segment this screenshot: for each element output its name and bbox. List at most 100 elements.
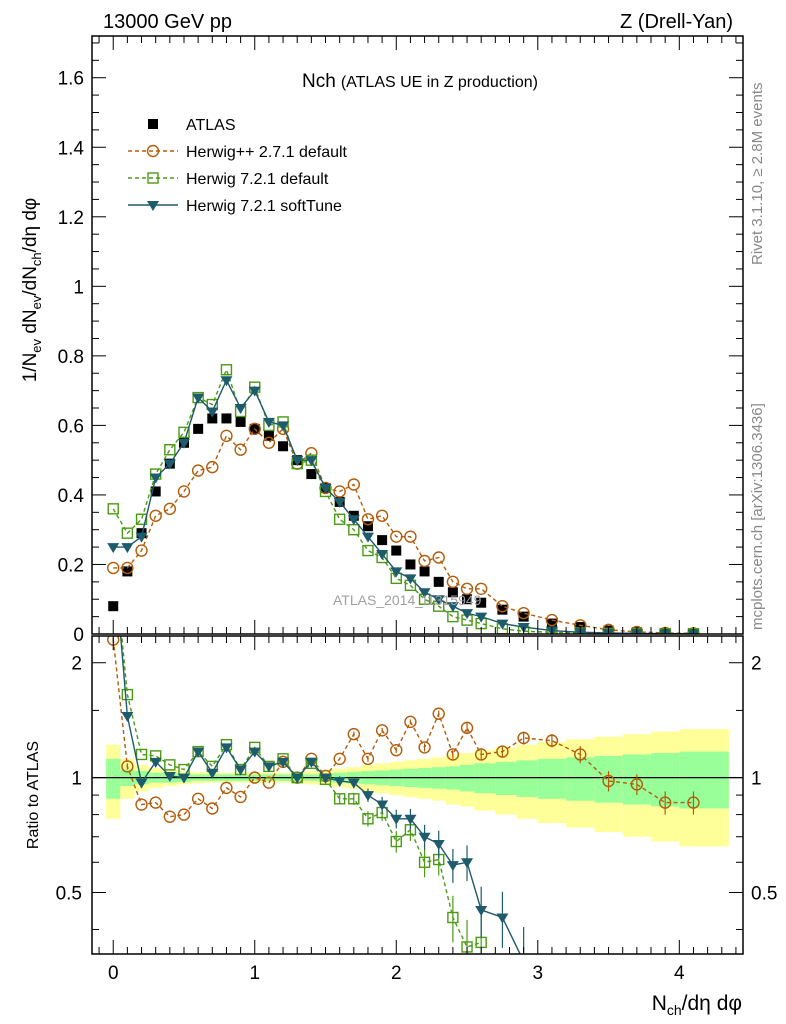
main-point-herwig-pp [206, 460, 219, 474]
main-point-atlas [263, 430, 274, 441]
main-point-herwig-softtune [475, 612, 488, 623]
main-point-herwig-pp [390, 530, 403, 543]
main-point-herwig-softtune [418, 588, 431, 599]
main-point-atlas [221, 413, 232, 424]
main-point-atlas [476, 597, 487, 608]
ratio-point-herwig-softtune [262, 762, 275, 773]
main-point-herwig-softtune [262, 417, 275, 428]
main-point-atlas [546, 618, 557, 629]
main-y-tick-label: 0.2 [58, 555, 84, 576]
main-point-atlas [193, 423, 204, 434]
ratio-point-herwig-pp [432, 707, 445, 720]
main-panel-frame [91, 35, 744, 635]
main-y-tick-label: 0 [73, 625, 84, 646]
main-point-herwig-softtune [305, 456, 318, 467]
main-point-herwig-softtune [135, 532, 148, 543]
ratio-point-herwig-softtune [461, 858, 474, 869]
ratio-point-herwig-default [135, 748, 148, 761]
ratio-point-herwig-softtune [248, 747, 261, 758]
ratio-point-herwig-pp [687, 796, 700, 809]
ratio-y-tick-label-right: 1 [751, 769, 762, 790]
ratio-point-herwig-pp [574, 748, 587, 761]
main-point-herwig-pp [191, 464, 205, 477]
ratio-point-herwig-softtune [446, 861, 459, 872]
main-point-herwig-softtune [404, 574, 417, 585]
ratio-point-herwig-pp [602, 774, 615, 788]
x-tick-label: 1 [249, 963, 260, 984]
ratio-point-herwig-pp [361, 752, 375, 766]
ratio-point-herwig-softtune [390, 814, 403, 825]
main-point-atlas [377, 535, 388, 546]
main-point-herwig-pp [220, 429, 233, 443]
main-panel-background [92, 36, 743, 634]
ratio-point-herwig-default [348, 793, 360, 805]
main-point-herwig-softtune [376, 550, 389, 561]
ratio-point-herwig-pp [248, 771, 261, 784]
main-point-atlas [462, 594, 473, 605]
main-point-herwig-pp [496, 599, 509, 613]
legend-marker-herwig-pp [146, 144, 160, 158]
legend-label-herwig-default: Herwig 7.2.1 default [186, 171, 329, 188]
legend-label-atlas: ATLAS [186, 117, 236, 134]
main-y-tick-label: 0.8 [58, 347, 84, 368]
main-point-atlas [362, 521, 373, 532]
main-point-herwig-pp [135, 544, 148, 557]
main-point-herwig-softtune [163, 459, 176, 470]
ratio-point-herwig-softtune [361, 791, 374, 802]
main-line-herwig-default [112, 367, 694, 634]
ratio-point-herwig-pp [135, 798, 148, 811]
main-point-herwig-pp [460, 582, 474, 596]
ratio-point-herwig-pp [474, 748, 488, 761]
main-point-herwig-softtune [277, 421, 290, 432]
main-point-herwig-softtune [496, 619, 509, 630]
ratio-point-herwig-softtune [149, 757, 162, 768]
ratio-band-inner [516, 760, 538, 797]
main-point-atlas [391, 545, 402, 556]
ratio-y-tick-label-right: 0.5 [751, 883, 777, 904]
ratio-point-herwig-default [418, 856, 431, 868]
main-point-atlas [497, 604, 508, 615]
main-y-tick-label: 1.6 [58, 69, 84, 90]
ratio-band-inner [537, 758, 567, 799]
ratio-point-herwig-default [390, 835, 402, 848]
ratio-point-herwig-pp [333, 752, 346, 766]
ratio-point-herwig-pp [404, 715, 417, 729]
main-point-herwig-pp [517, 606, 530, 620]
main-point-herwig-softtune [361, 532, 374, 543]
main-y-tick-label: 1.4 [58, 138, 85, 159]
ratio-point-herwig-softtune [206, 768, 219, 779]
ratio-point-herwig-pp [496, 745, 509, 758]
main-point-herwig-pp [107, 561, 120, 575]
ratio-point-herwig-softtune [277, 757, 290, 768]
ratio-point-herwig-default [362, 813, 374, 825]
ratio-point-herwig-softtune [319, 773, 332, 784]
process-label: Z (Drell-Yan) [620, 11, 733, 33]
ratio-band-inner [679, 751, 729, 809]
main-point-atlas [419, 566, 430, 577]
ratio-point-herwig-pp [460, 721, 474, 735]
main-point-herwig-default [121, 527, 134, 539]
main-y-tick-label: 1.2 [58, 208, 84, 229]
main-point-atlas [447, 587, 458, 598]
main-point-herwig-softtune [248, 386, 261, 397]
main-y-axis-label: 1/Nev dNev/dNch/dη dφ [20, 198, 44, 383]
main-point-herwig-pp [262, 436, 276, 449]
ratio-y-tick-label: 2 [71, 654, 82, 675]
ratio-point-herwig-softtune [418, 832, 431, 843]
main-point-herwig-default [220, 364, 233, 376]
ratio-point-herwig-softtune [496, 913, 509, 924]
legend-label-herwig-softtune: Herwig 7.2.1 softTune [186, 198, 342, 215]
main-point-herwig-pp [432, 551, 445, 564]
energy-label: 13000 GeV pp [103, 11, 232, 33]
ratio-point-herwig-pp [121, 760, 134, 773]
ratio-point-herwig-softtune [404, 814, 417, 825]
ratio-point-herwig-pp [418, 741, 431, 754]
main-point-herwig-pp [474, 582, 488, 596]
ratio-point-herwig-pp [149, 796, 162, 809]
main-point-atlas [235, 416, 246, 427]
ratio-point-herwig-default [447, 911, 459, 924]
ratio-point-herwig-softtune [177, 773, 190, 784]
ratio-point-herwig-softtune [347, 778, 360, 789]
main-point-herwig-pp [545, 613, 559, 627]
